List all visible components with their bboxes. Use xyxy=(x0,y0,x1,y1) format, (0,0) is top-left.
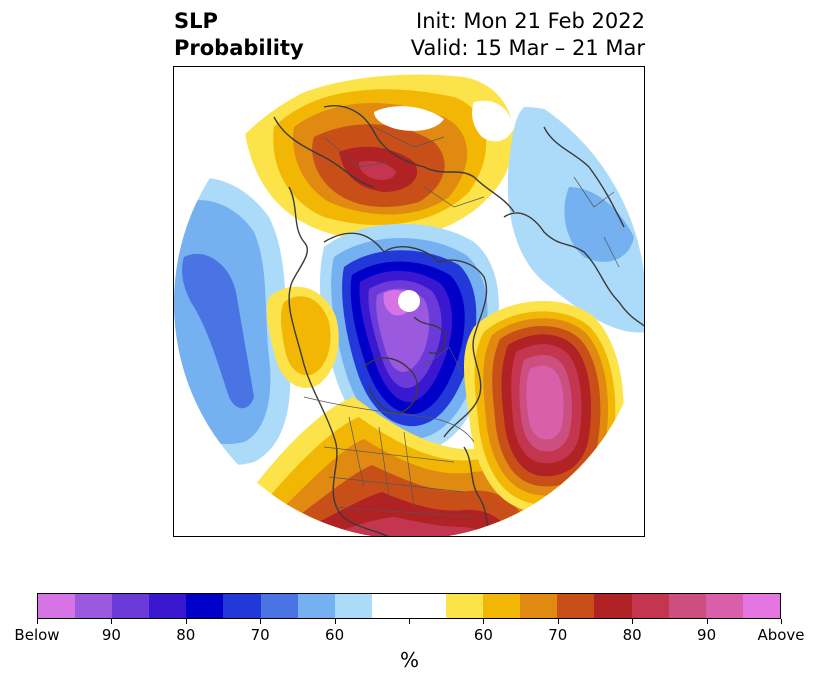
colorbar-segment xyxy=(520,594,558,618)
colorbar-tick-mark xyxy=(409,619,410,624)
colorbar-tick-label: 70 xyxy=(548,626,568,644)
colorbar-ticks: Below 90 80 70 60 60 70 80 90 Above xyxy=(14,626,804,646)
map-disk xyxy=(174,67,644,536)
colorbar-tick-mark xyxy=(557,619,559,624)
colorbar-tick-mark xyxy=(334,619,336,624)
colorbar-tick-label: 80 xyxy=(622,626,642,644)
colorbar-tick-mark xyxy=(632,619,634,624)
colorbar-segment xyxy=(557,594,595,618)
colorbar-tick-label: 90 xyxy=(101,626,121,644)
colorbar-tick-label: Below xyxy=(14,626,60,644)
colorbar-tick-label: 70 xyxy=(250,626,270,644)
init-date: Init: Mon 21 Feb 2022 xyxy=(416,9,645,33)
colorbar-segment xyxy=(742,594,780,618)
colorbar-segment xyxy=(446,594,484,618)
colorbar-segment xyxy=(75,594,113,618)
west-america-above-region xyxy=(266,286,339,388)
probability-map xyxy=(174,67,644,536)
colorbar-tick-label: Above xyxy=(757,626,805,644)
colorbar-segment xyxy=(631,594,669,618)
title-right: Init: Mon 21 Feb 2022 Valid: 15 Mar – 21… xyxy=(411,8,645,62)
colorbar-segment xyxy=(668,594,706,618)
colorbar-segment xyxy=(186,594,224,618)
colorbar-tick-mark xyxy=(260,619,262,624)
valid-range: Valid: 15 Mar – 21 Mar xyxy=(410,36,645,60)
colorbar-segment xyxy=(38,594,76,618)
colorbar-segment xyxy=(149,594,187,618)
title-left: SLP Probability xyxy=(174,8,304,62)
colorbar-segment xyxy=(594,594,632,618)
colorbar-tick-mark xyxy=(781,619,782,624)
colorbar-label: % xyxy=(399,648,419,672)
colorbar-tick-label: 60 xyxy=(325,626,345,644)
colorbar-segment xyxy=(112,594,150,618)
colorbar-tick-label: 90 xyxy=(697,626,717,644)
colorbar-segment xyxy=(297,594,335,618)
title-variable: SLP xyxy=(174,9,218,33)
map-panel xyxy=(173,66,645,537)
colorbar-tick-mark xyxy=(111,619,113,624)
colorbar-tick-mark xyxy=(37,619,38,624)
colorbar-tick-mark xyxy=(706,619,708,624)
colorbar-tick-label: 80 xyxy=(176,626,196,644)
eurasia-above-region xyxy=(244,74,514,240)
atlantic-above-region xyxy=(464,300,624,513)
colorbar xyxy=(37,593,781,619)
colorbar-segment xyxy=(371,594,409,618)
title-product: Probability xyxy=(174,36,304,60)
colorbar-segment xyxy=(260,594,298,618)
colorbar-tick-mark xyxy=(483,619,485,624)
pacific-below-region xyxy=(174,178,291,466)
colorbar-tick-label: 60 xyxy=(473,626,493,644)
colorbar-segment xyxy=(223,594,261,618)
country-borders xyxy=(303,126,620,518)
colorbar-segment xyxy=(334,594,372,618)
colorbar-segment xyxy=(705,594,743,618)
colorbar-segment xyxy=(408,594,447,618)
colorbar-tick-mark xyxy=(185,619,187,624)
colorbar-segment xyxy=(483,594,521,618)
